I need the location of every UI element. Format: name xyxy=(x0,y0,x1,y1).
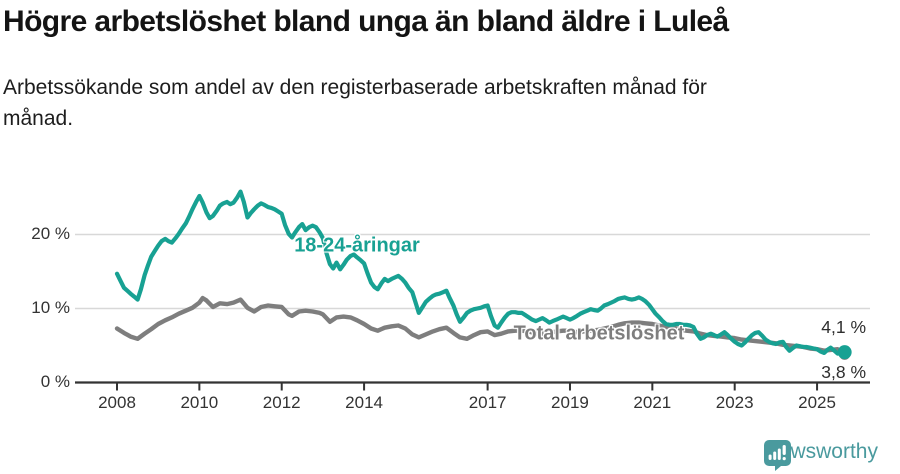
x-tick-label: 2012 xyxy=(262,393,301,412)
end-value-label-youth: 4,1 % xyxy=(821,317,866,337)
series-line-youth xyxy=(114,189,847,356)
series-line-total xyxy=(114,295,847,357)
series-label-total: Total arbetslöshet xyxy=(513,322,685,345)
end-value-label-total: 3,8 % xyxy=(821,362,866,382)
newsworthy-logo: Newsworthy xyxy=(763,440,878,471)
newsworthy-wordmark: Newsworthy xyxy=(763,440,878,463)
newsworthy-icon xyxy=(763,440,791,471)
y-tick-label: 20 % xyxy=(31,224,70,243)
x-tick-label: 2008 xyxy=(98,393,136,412)
chart-subtitle: Arbetssökande som andel av den registerb… xyxy=(3,76,707,130)
x-tick-label: 2017 xyxy=(468,393,507,412)
series-end-dot-youth xyxy=(837,345,852,360)
x-tick-label: 2014 xyxy=(345,393,383,412)
x-tick-label: 2023 xyxy=(715,393,754,412)
x-tick-label: 2010 xyxy=(180,393,219,412)
series-label-youth: 18-24-åringar xyxy=(294,234,420,257)
y-tick-label: 0 % xyxy=(40,372,70,391)
x-tick-label: 2025 xyxy=(798,393,836,412)
chart-title: Högre arbetslöshet bland unga än bland ä… xyxy=(3,5,729,38)
y-tick-label: 10 % xyxy=(31,298,70,317)
x-tick-label: 2021 xyxy=(633,393,672,412)
x-tick-label: 2019 xyxy=(551,393,589,412)
